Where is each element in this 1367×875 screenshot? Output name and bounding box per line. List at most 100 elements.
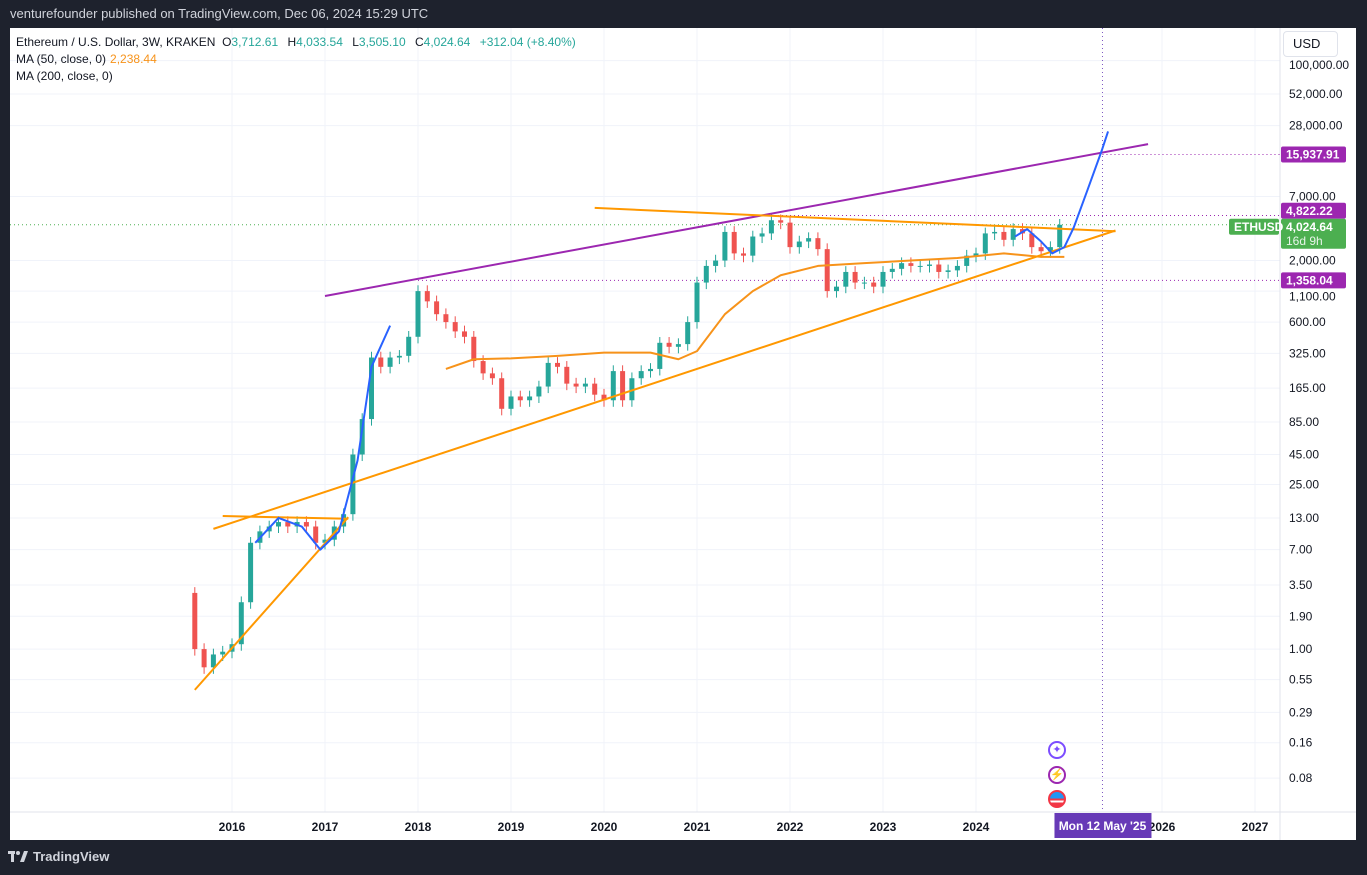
price-tick-label: 28,000.00 — [1289, 119, 1343, 133]
candle-down — [871, 282, 877, 287]
candle-up — [861, 282, 867, 284]
ma200-legend-row[interactable]: MA (200, close, 0) — [16, 68, 582, 85]
time-tick-label: 2023 — [870, 820, 897, 834]
price-tick-label: 85.00 — [1289, 415, 1319, 429]
time-tick-label: 2024 — [963, 820, 990, 834]
price-tick-label: 13.00 — [1289, 511, 1319, 525]
time-tick-label: 2016 — [219, 820, 246, 834]
channel-trendline — [324, 143, 1149, 297]
candle-up — [545, 362, 551, 387]
last-price-label — [1281, 218, 1346, 249]
level-price-label-text: 15,937.91 — [1286, 147, 1340, 161]
price-tick-label: 600.00 — [1289, 315, 1326, 329]
candle-down — [1038, 247, 1044, 252]
candle-up — [917, 265, 923, 267]
candle-up — [992, 231, 998, 234]
candle-up — [387, 357, 393, 367]
ma200-label: MA (200, close, 0) — [16, 69, 113, 83]
candle-down — [824, 249, 830, 292]
candle-up — [796, 241, 802, 248]
candle-up — [843, 271, 849, 287]
candle-down — [201, 649, 207, 668]
candle-up — [675, 344, 681, 347]
tradingview-logo[interactable]: TradingView — [8, 849, 109, 864]
chart-panel[interactable] — [10, 28, 1356, 840]
price-tick-label: 100,000.00 — [1289, 58, 1349, 72]
low-label: L — [352, 35, 359, 49]
last-price-label-text: 4,024.64 — [1286, 220, 1333, 234]
candle-down — [452, 322, 458, 332]
candle-up — [1047, 247, 1053, 252]
candle-up — [369, 357, 374, 420]
candle-up — [806, 238, 812, 242]
fractal-2016-curve — [254, 325, 392, 551]
candle-down — [1029, 233, 1035, 248]
candle-up — [638, 371, 644, 379]
us-flag-event-icon[interactable] — [1048, 790, 1066, 808]
chart-legend: Ethereum / U.S. Dollar, 3W, KRAKEN O3,71… — [16, 34, 582, 85]
time-tick-label: 2022 — [777, 820, 804, 834]
candle-up — [945, 270, 951, 272]
time-tick-label: 2020 — [591, 820, 618, 834]
candle-up — [722, 231, 728, 261]
candle-down — [852, 271, 858, 283]
candle-down — [592, 383, 598, 395]
candle-up — [238, 602, 244, 645]
support-trendline — [213, 229, 1116, 530]
candle-up — [1010, 229, 1016, 240]
candle-up — [629, 378, 635, 401]
candle-up — [350, 454, 356, 515]
candle-down — [564, 366, 570, 384]
candle-down — [666, 342, 672, 347]
candle-down — [313, 526, 319, 543]
ma50-value: 2,238.44 — [110, 52, 157, 66]
candle-up — [648, 368, 653, 372]
price-tick-label: 7,000.00 — [1289, 190, 1336, 204]
ma50-legend-row[interactable]: MA (50, close, 0) 2,238.44 — [16, 51, 582, 68]
close-value: 4,024.64 — [423, 35, 471, 49]
tradingview-brand: TradingView — [33, 849, 110, 864]
candle-up — [889, 268, 895, 272]
resistance-top-line — [594, 206, 1116, 233]
candle-up — [1057, 224, 1063, 248]
candle-down — [573, 383, 579, 387]
candle-down — [303, 522, 309, 527]
price-tick-label: 0.08 — [1289, 771, 1313, 785]
candle-up — [927, 264, 932, 266]
currency-button[interactable]: USD — [1283, 31, 1338, 57]
candle-up — [341, 514, 347, 527]
candle-up — [899, 263, 905, 269]
candle-down — [517, 396, 523, 401]
candle-down — [499, 378, 505, 409]
candle-down — [285, 522, 291, 527]
candle-up — [415, 291, 421, 337]
price-tick-label: 45.00 — [1289, 447, 1319, 461]
time-tick-label: 2019 — [498, 820, 525, 834]
tradingview-logo-icon — [8, 850, 28, 862]
candle-up — [536, 386, 542, 397]
price-tick-label: 1.90 — [1289, 609, 1313, 623]
close-label: C — [414, 35, 424, 49]
candle-down — [471, 336, 477, 362]
sparkle-event-icon[interactable]: ✦ — [1048, 741, 1066, 759]
price-tick-label: 1,100.00 — [1289, 289, 1336, 303]
level-price-label — [1281, 202, 1346, 219]
candle-up — [880, 271, 886, 287]
ma50-line — [445, 252, 1065, 370]
resistance-2016-line — [222, 515, 349, 520]
candle-down — [434, 301, 440, 315]
level-price-label-text: 1,358.04 — [1286, 273, 1333, 287]
candle-up — [694, 282, 700, 323]
price-tick-label: 1.00 — [1289, 642, 1313, 656]
high-label: H — [287, 35, 297, 49]
candle-up — [973, 253, 979, 256]
symbol-price-tag — [1229, 218, 1279, 235]
lightning-event-icon[interactable]: ⚡ — [1048, 766, 1066, 784]
candle-down — [192, 592, 198, 650]
candle-up — [759, 233, 765, 237]
candle-up — [703, 265, 709, 283]
price-tick-label: 25.00 — [1289, 478, 1319, 492]
time-tick-label: 2021 — [684, 820, 711, 834]
plot-area[interactable] — [10, 28, 1280, 812]
